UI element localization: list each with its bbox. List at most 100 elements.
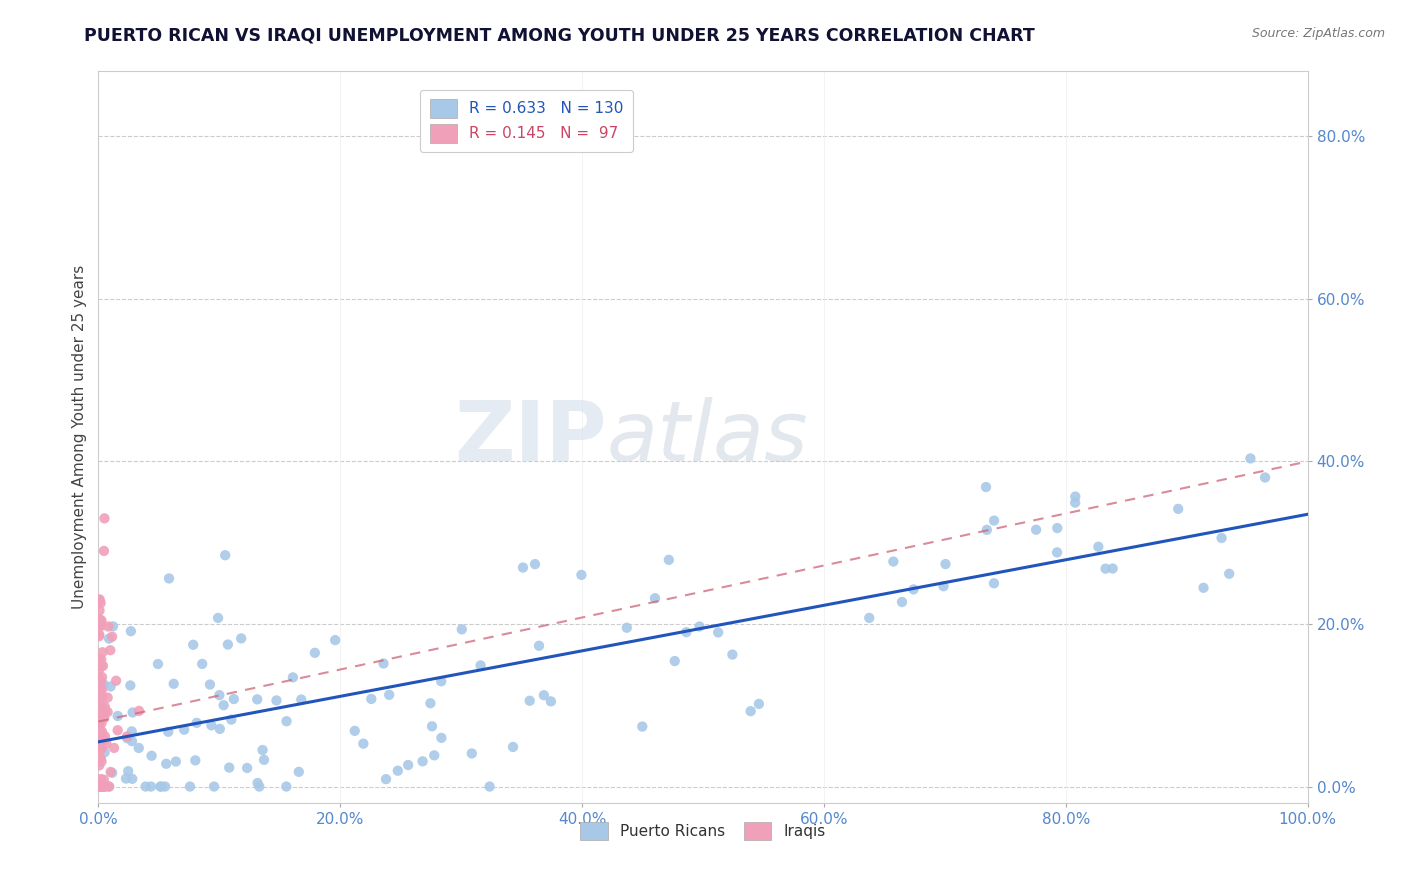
Point	[89, 775, 111, 789]
Point	[1218, 566, 1240, 581]
Point	[89, 629, 111, 643]
Point	[91, 780, 114, 794]
Point	[1167, 501, 1189, 516]
Point	[107, 709, 129, 723]
Point	[375, 772, 398, 786]
Point	[115, 731, 138, 746]
Point	[90, 780, 112, 794]
Point	[89, 684, 111, 698]
Point	[87, 780, 110, 794]
Point	[128, 704, 150, 718]
Point	[94, 706, 117, 720]
Point	[93, 704, 115, 718]
Point	[87, 681, 110, 695]
Point	[288, 764, 311, 779]
Point	[90, 732, 112, 747]
Point	[89, 627, 111, 641]
Point	[179, 780, 201, 794]
Point	[512, 560, 534, 574]
Point	[101, 630, 124, 644]
Point	[93, 677, 115, 691]
Point	[90, 614, 112, 628]
Point	[90, 780, 112, 794]
Point	[207, 611, 229, 625]
Point	[93, 780, 115, 794]
Point	[89, 673, 111, 688]
Point	[98, 643, 121, 657]
Point	[664, 654, 686, 668]
Point	[93, 544, 115, 558]
Point	[105, 673, 128, 688]
Point	[87, 780, 110, 794]
Point	[173, 723, 195, 737]
Point	[100, 764, 122, 779]
Point	[91, 700, 114, 714]
Point	[121, 772, 143, 786]
Point	[430, 674, 453, 689]
Point	[740, 704, 762, 718]
Point	[519, 694, 541, 708]
Point	[89, 717, 111, 731]
Point	[121, 734, 143, 748]
Point	[721, 648, 744, 662]
Point	[707, 625, 730, 640]
Point	[1087, 540, 1109, 554]
Point	[378, 688, 401, 702]
Point	[93, 745, 115, 759]
Point	[891, 595, 914, 609]
Point	[94, 730, 117, 744]
Point	[163, 677, 186, 691]
Point	[360, 692, 382, 706]
Point	[97, 780, 120, 794]
Point	[524, 557, 547, 571]
Point	[91, 724, 114, 739]
Point	[658, 553, 681, 567]
Point	[98, 632, 121, 646]
Point	[135, 780, 157, 794]
Point	[89, 592, 111, 607]
Point	[527, 639, 550, 653]
Point	[103, 741, 125, 756]
Point	[882, 555, 904, 569]
Point	[89, 740, 111, 755]
Point	[934, 557, 956, 571]
Point	[97, 690, 120, 705]
Point	[343, 723, 366, 738]
Point	[97, 619, 120, 633]
Point	[423, 748, 446, 763]
Point	[87, 698, 110, 713]
Point	[94, 699, 117, 714]
Point	[1025, 523, 1047, 537]
Point	[186, 715, 208, 730]
Point	[461, 747, 484, 761]
Point	[89, 742, 111, 756]
Point	[1192, 581, 1215, 595]
Point	[90, 716, 112, 731]
Point	[478, 780, 501, 794]
Point	[89, 593, 111, 607]
Point	[276, 780, 298, 794]
Point	[90, 780, 112, 794]
Point	[208, 688, 231, 702]
Point	[631, 720, 654, 734]
Point	[304, 646, 326, 660]
Point	[974, 480, 997, 494]
Point	[90, 780, 112, 794]
Point	[87, 740, 110, 755]
Point	[115, 730, 138, 744]
Point	[139, 780, 162, 794]
Point	[976, 523, 998, 537]
Point	[412, 755, 434, 769]
Point	[246, 776, 269, 790]
Point	[120, 624, 142, 639]
Point	[91, 670, 114, 684]
Point	[89, 711, 111, 725]
Point	[208, 722, 231, 736]
Text: PUERTO RICAN VS IRAQI UNEMPLOYMENT AMONG YOUTH UNDER 25 YEARS CORRELATION CHART: PUERTO RICAN VS IRAQI UNEMPLOYMENT AMONG…	[84, 27, 1035, 45]
Point	[689, 619, 711, 633]
Point	[266, 693, 288, 707]
Point	[420, 719, 443, 733]
Point	[1046, 545, 1069, 559]
Point	[93, 732, 115, 747]
Point	[87, 725, 110, 739]
